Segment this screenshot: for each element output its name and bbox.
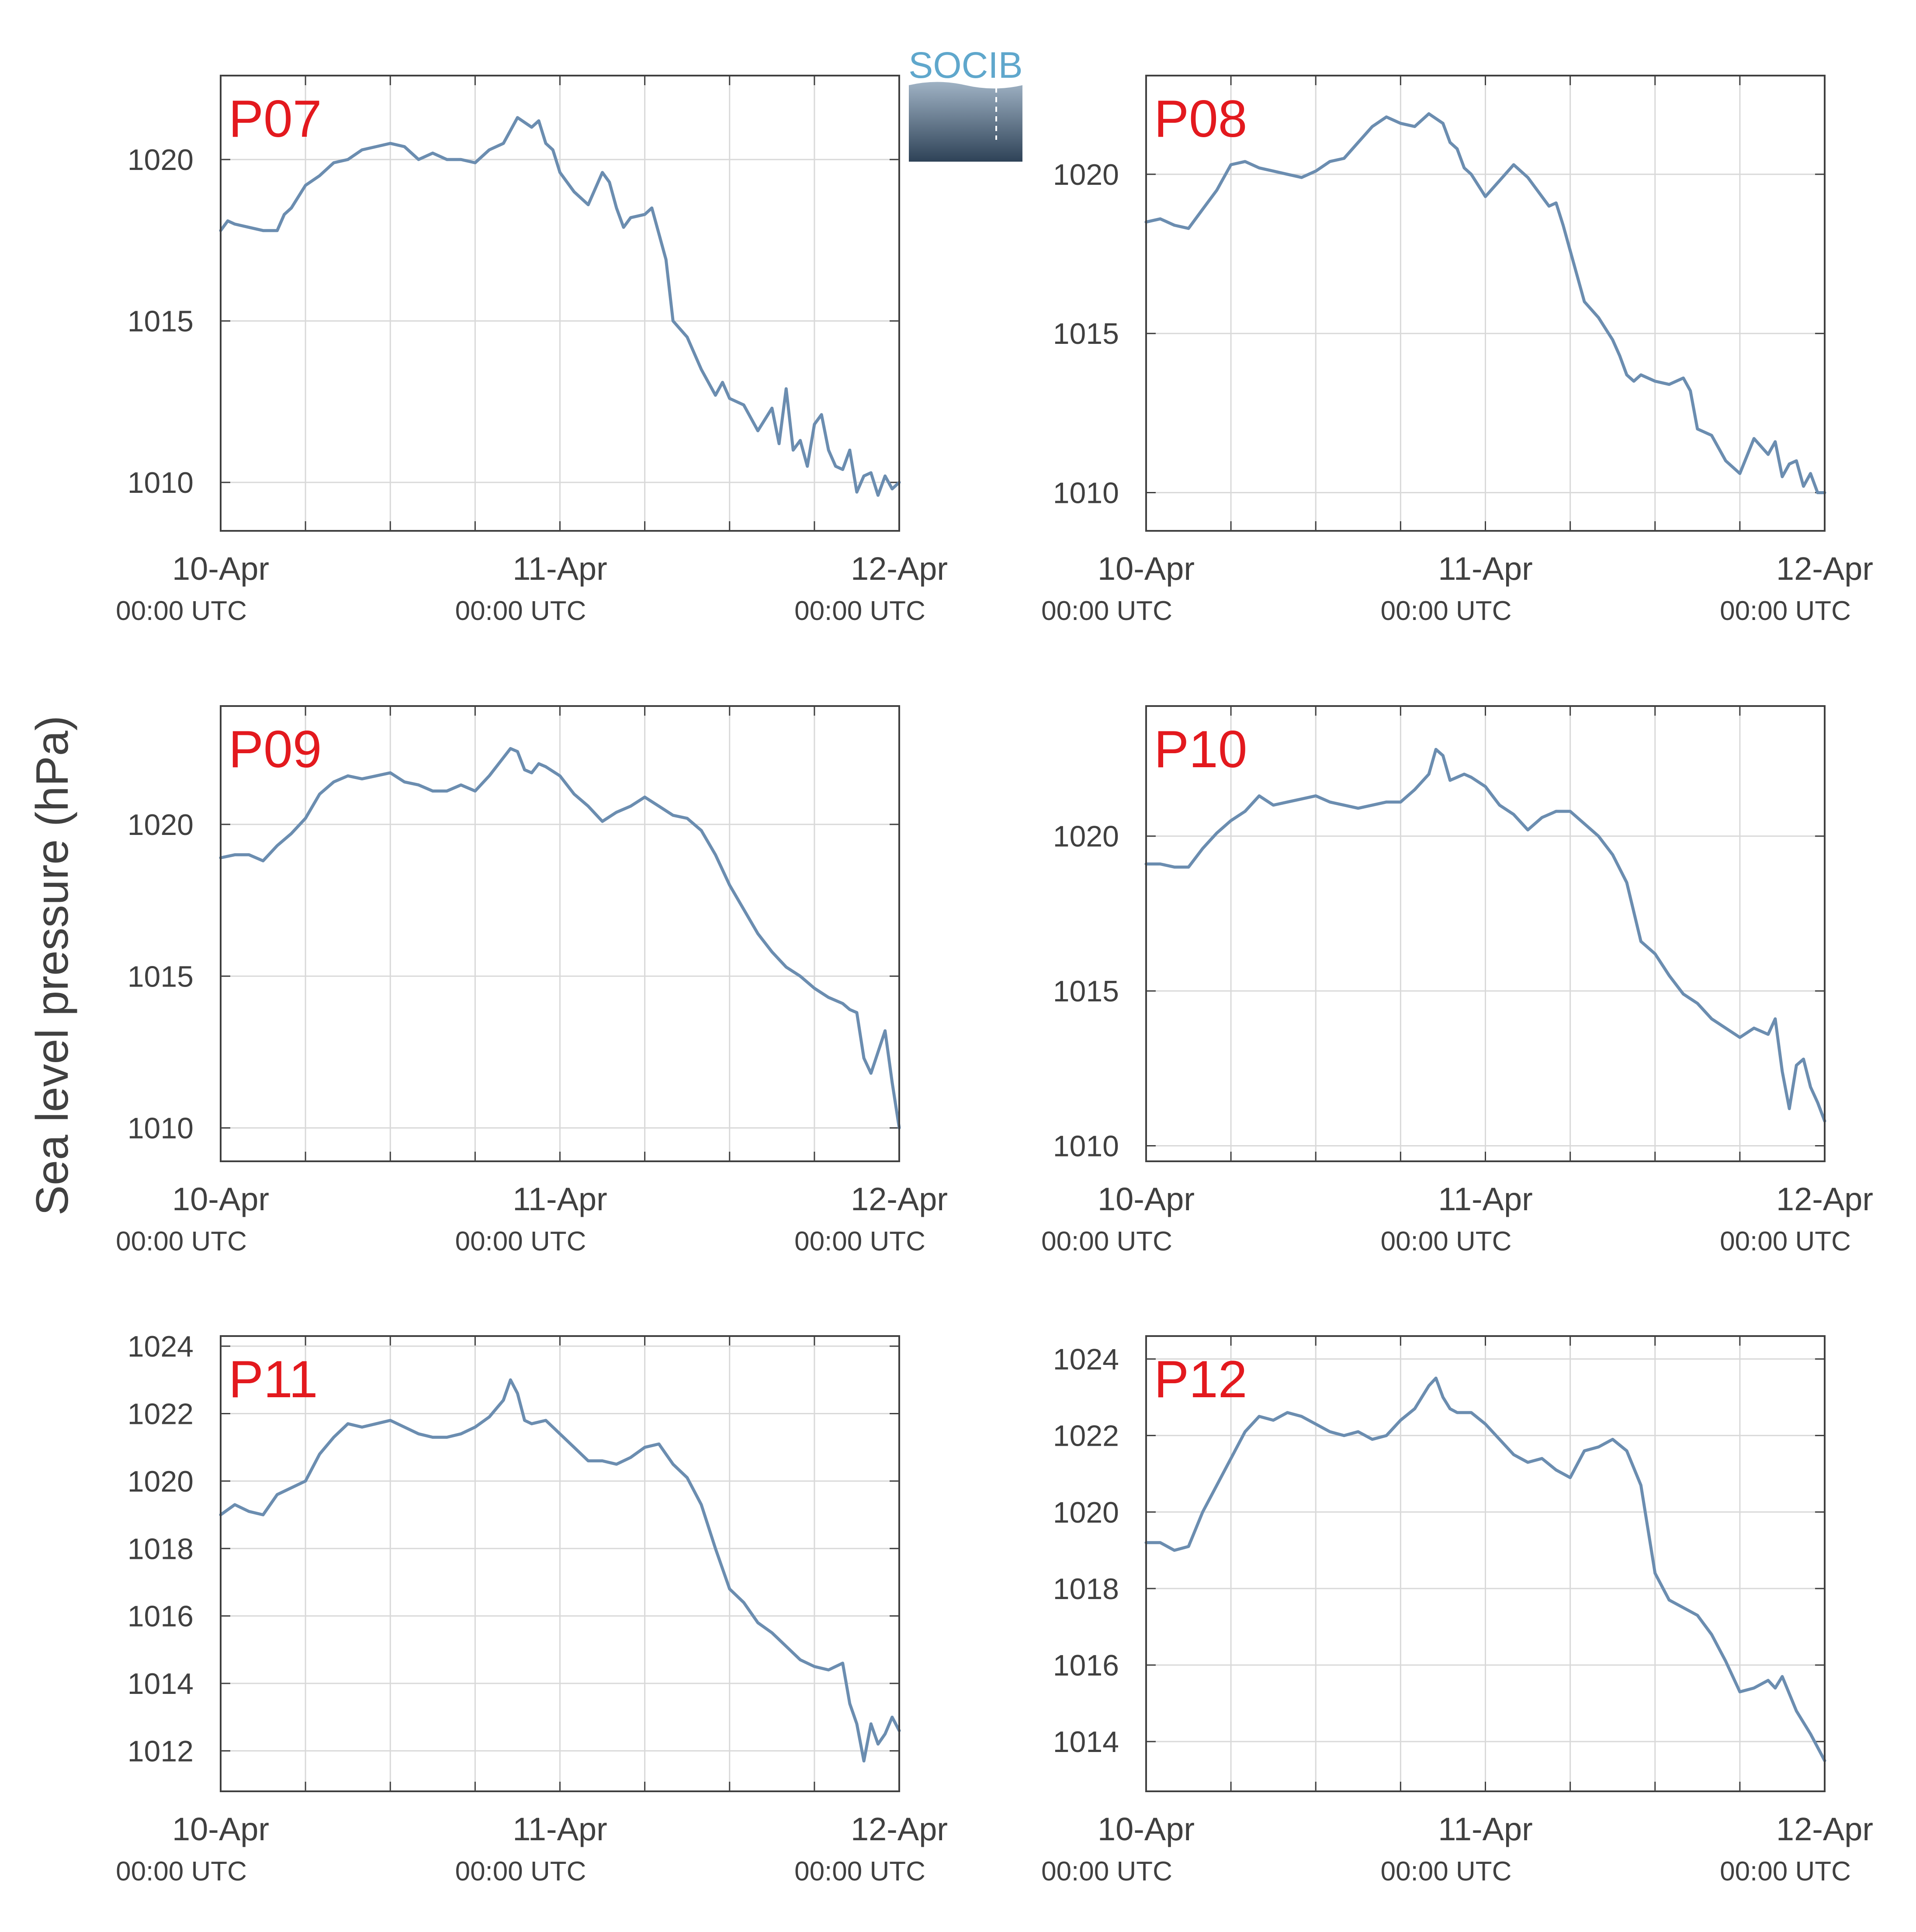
x-tick-sublabel: 00:00 UTC (1720, 1856, 1851, 1887)
y-tick-label: 1016 (128, 1600, 194, 1633)
x-tick-sublabel: 00:00 UTC (455, 1226, 586, 1257)
panel-label: P07 (229, 90, 322, 148)
y-tick-label: 1020 (128, 808, 194, 841)
axes-frame (220, 705, 900, 1162)
pressure-series-line (219, 747, 901, 1130)
x-tick-label: 12-Apr (851, 551, 948, 587)
chart-panel-p08: 1010 1015 1020 10-Apr 00:00 UTC 11-Apr 00:00 U… (1041, 75, 1873, 626)
axes-frame (1145, 1335, 1826, 1792)
axes-frame (220, 1335, 900, 1792)
axes-frame (1145, 75, 1826, 532)
x-tick-label: 12-Apr (1776, 551, 1873, 587)
x-tick-sublabel: 00:00 UTC (1720, 1226, 1851, 1257)
y-tick-label: 1010 (128, 1112, 194, 1145)
x-tick-sublabel: 00:00 UTC (794, 1856, 925, 1887)
x-tick-label: 11-Apr (513, 1811, 607, 1847)
logo-wave (909, 82, 1022, 162)
x-tick-sublabel: 00:00 UTC (455, 1856, 586, 1887)
socib-logo: SOCIB (908, 45, 1023, 162)
x-tick-sublabel: 00:00 UTC (794, 1226, 925, 1257)
x-tick-label: 10-Apr (1098, 551, 1195, 587)
y-tick-label: 1024 (1053, 1343, 1119, 1376)
x-tick-sublabel: 00:00 UTC (116, 1856, 247, 1887)
x-tick-label: 10-Apr (1098, 1181, 1195, 1217)
y-tick-label: 1014 (128, 1667, 194, 1700)
chart-panel-p10: 1010 1015 1020 10-Apr 00:00 UTC 11-Apr 00:00 U… (1041, 705, 1873, 1257)
x-tick-label: 10-Apr (172, 1811, 269, 1847)
y-tick-label: 1015 (1053, 975, 1119, 1008)
y-axis-label: Sea level pressure (hPa) (27, 716, 78, 1216)
panels-container: 1010 1015 1020 10-Apr 00:00 UTC 11-Apr 00:00 U… (116, 75, 1873, 1887)
pressure-series-line (1144, 1376, 1826, 1762)
y-tick-label: 1015 (128, 305, 194, 338)
chart-panel-p12: 1014 1016 1018 1020 1022 1024 10-Apr 00:00 UTC 1… (1041, 1335, 1873, 1887)
panel-label: P09 (229, 720, 322, 779)
y-tick-label: 1010 (128, 466, 194, 499)
x-tick-label: 12-Apr (1776, 1181, 1873, 1217)
y-tick-label: 1018 (128, 1532, 194, 1565)
y-tick-label: 1016 (1053, 1649, 1119, 1682)
y-tick-label: 1012 (128, 1735, 194, 1768)
x-tick-sublabel: 00:00 UTC (455, 596, 586, 626)
x-tick-sublabel: 00:00 UTC (116, 1226, 247, 1257)
x-tick-sublabel: 00:00 UTC (1720, 596, 1851, 626)
pressure-series-line (1144, 112, 1826, 495)
panel-label: P12 (1154, 1350, 1247, 1409)
x-tick-label: 10-Apr (172, 551, 269, 587)
chart-panel-p09: 1010 1015 1020 10-Apr 00:00 UTC 11-Apr 00:00 U… (116, 705, 948, 1257)
panel-label: P11 (229, 1350, 318, 1409)
x-tick-label: 12-Apr (851, 1181, 948, 1217)
chart-panel-p07: 1010 1015 1020 10-Apr 00:00 UTC 11-Apr 00:00 U… (116, 75, 948, 626)
chart-panel-p11: 1012 1014 1016 1018 1020 1022 1024 10-Apr 00:00 … (116, 1330, 948, 1887)
x-tick-sublabel: 00:00 UTC (1381, 1226, 1512, 1257)
y-tick-label: 1020 (128, 143, 194, 177)
x-tick-sublabel: 00:00 UTC (1041, 596, 1172, 626)
y-tick-label: 1010 (1053, 477, 1119, 510)
x-tick-sublabel: 00:00 UTC (1041, 1226, 1172, 1257)
x-tick-label: 10-Apr (1098, 1811, 1195, 1847)
y-tick-label: 1020 (1053, 158, 1119, 191)
x-tick-label: 12-Apr (851, 1811, 948, 1847)
x-tick-label: 12-Apr (1776, 1811, 1873, 1847)
pressure-series-line (219, 116, 901, 497)
logo-text: SOCIB (908, 45, 1022, 86)
y-tick-label: 1022 (128, 1398, 194, 1431)
y-tick-label: 1018 (1053, 1572, 1119, 1606)
panel-label: P10 (1154, 720, 1247, 779)
x-tick-label: 11-Apr (1438, 551, 1533, 587)
axes-frame (220, 75, 900, 532)
x-tick-label: 10-Apr (172, 1181, 269, 1217)
panel-label: P08 (1154, 90, 1247, 148)
x-tick-label: 11-Apr (1438, 1811, 1533, 1847)
y-tick-label: 1014 (1053, 1725, 1119, 1759)
y-tick-label: 1020 (1053, 820, 1119, 853)
x-tick-sublabel: 00:00 UTC (794, 596, 925, 626)
y-tick-label: 1022 (1053, 1420, 1119, 1453)
pressure-series-line (1144, 748, 1826, 1123)
y-tick-label: 1015 (1053, 317, 1119, 350)
axes-frame (1145, 705, 1826, 1162)
y-tick-label: 1015 (128, 960, 194, 993)
x-tick-sublabel: 00:00 UTC (1381, 596, 1512, 626)
y-tick-label: 1020 (1053, 1496, 1119, 1529)
x-tick-sublabel: 00:00 UTC (1041, 1856, 1172, 1887)
y-tick-label: 1020 (128, 1465, 194, 1498)
y-tick-label: 1010 (1053, 1130, 1119, 1163)
x-tick-label: 11-Apr (513, 551, 607, 587)
x-tick-label: 11-Apr (1438, 1181, 1533, 1217)
pressure-series-line (219, 1378, 901, 1762)
x-tick-sublabel: 00:00 UTC (116, 596, 247, 626)
x-tick-label: 11-Apr (513, 1181, 607, 1217)
x-tick-sublabel: 00:00 UTC (1381, 1856, 1512, 1887)
y-tick-label: 1024 (128, 1330, 194, 1363)
